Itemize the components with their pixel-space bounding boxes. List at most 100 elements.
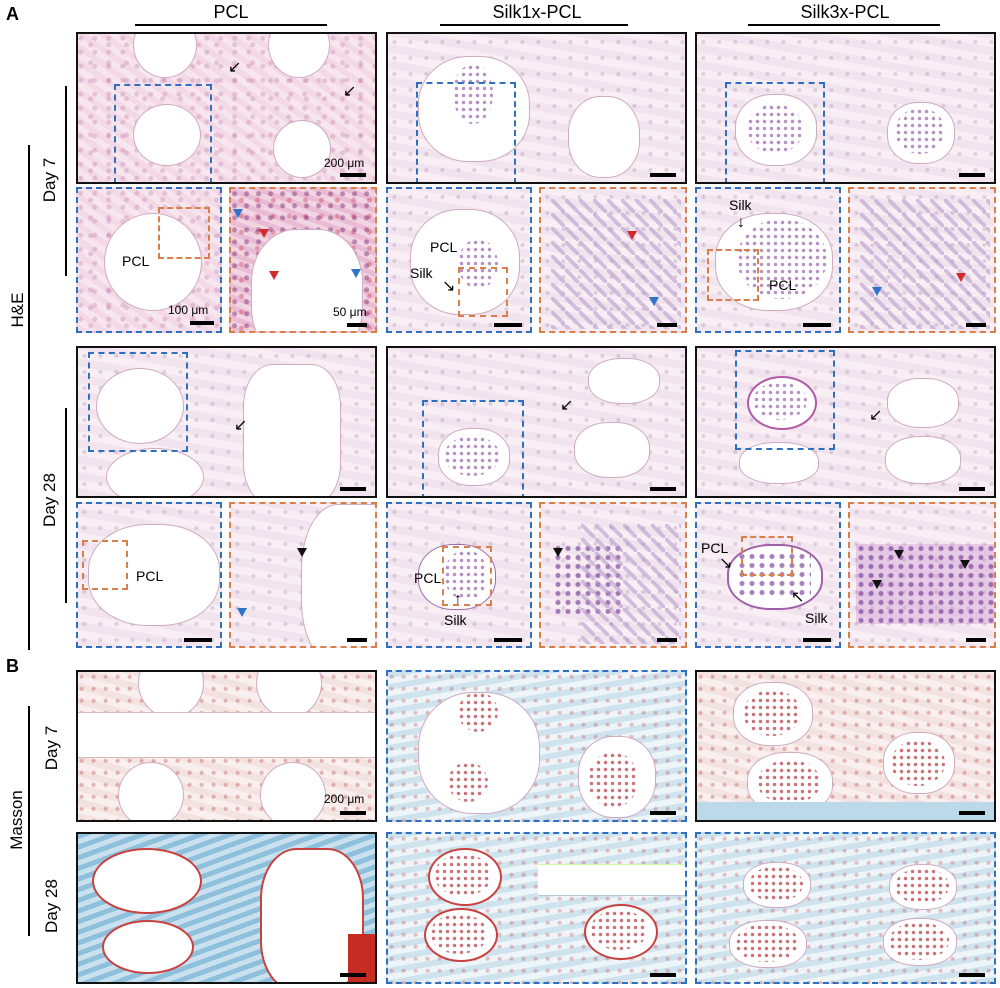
scale-bar [959, 487, 985, 491]
scale-bar [494, 323, 522, 327]
he-row-label: H&E [8, 292, 27, 328]
column-title-pcl: PCL [213, 2, 249, 22]
he-day28-pcl-highmag [229, 502, 377, 648]
he-day7-silk3x-highmag [848, 187, 996, 333]
blue-arrowhead-icon [237, 608, 247, 617]
scale-bar [966, 638, 986, 642]
blue-arrowhead-icon [351, 269, 361, 278]
panel-a-letter: A [6, 4, 19, 24]
he-day28-silk3x-zoom: PCL ↘ Silk ↖ [695, 502, 841, 648]
scale-bar [650, 973, 676, 977]
scale-bar [190, 321, 214, 325]
black-arrowhead-icon [960, 560, 970, 569]
blue-arrowhead-icon [233, 209, 243, 218]
blue-arrowhead-icon [872, 287, 882, 296]
black-arrowhead-icon [553, 548, 563, 557]
silk-label: Silk [805, 610, 828, 626]
masson-day7-silk3x [695, 670, 996, 822]
he-bracket [28, 145, 30, 650]
day28-bracket [65, 408, 67, 603]
he-day7-silk3x-zoom: Silk ↓ PCL [695, 187, 841, 333]
pcl-label: PCL [701, 540, 729, 556]
he-day28-silk1x-zoom: PCL Silk ↑ [386, 502, 532, 648]
arrow-icon: ↑ [454, 591, 462, 608]
blue-arrowhead-icon [649, 297, 659, 306]
he-day7-silk1x-highmag [539, 187, 687, 333]
he-day7-pcl-zoom: PCL 100 μm [76, 187, 222, 333]
he-day7-pcl-overview: ↙ ↙ 200 μm [76, 32, 377, 184]
day28-row-label: Day 28 [40, 473, 59, 527]
scale-label: 200 μm [324, 156, 365, 170]
masson-day28-pcl [76, 832, 377, 984]
arrow-icon: ↙ [234, 417, 248, 434]
arrow-icon: ↙ [560, 397, 574, 414]
scale-bar [959, 173, 985, 177]
column-title-silk3x: Silk3x-PCL [800, 2, 890, 22]
masson-day28-label: Day 28 [42, 879, 61, 933]
silk-label: Silk [410, 265, 433, 281]
he-day28-silk1x-overview: ↙ [386, 346, 687, 498]
red-arrowhead-icon [269, 271, 279, 280]
scale-bar [959, 973, 985, 977]
scale-label: 50 μm [333, 305, 367, 319]
silk-label: Silk [729, 197, 752, 213]
scale-bar [340, 487, 366, 491]
scale-bar [657, 323, 677, 327]
pcl-label: PCL [136, 568, 164, 584]
arrow-icon: ↘ [442, 278, 456, 295]
panel-b-letter: B [6, 656, 19, 676]
scale-bar [340, 173, 366, 177]
scale-bar [650, 487, 676, 491]
he-day28-silk1x-highmag [539, 502, 687, 648]
scale-bar [657, 638, 677, 642]
masson-day7-pcl: 200 μm [76, 670, 377, 822]
scale-bar [494, 638, 522, 642]
column-bar-silk1x [440, 24, 628, 26]
red-arrowhead-icon [627, 231, 637, 240]
arrow-icon: ↘ [719, 555, 733, 572]
scale-bar [184, 638, 212, 642]
scale-bar [340, 811, 366, 815]
arrow-icon: ↙ [228, 59, 242, 76]
scale-bar [959, 811, 985, 815]
arrow-icon: ↙ [343, 83, 357, 100]
pcl-label: PCL [430, 239, 458, 255]
black-arrowhead-icon [872, 580, 882, 589]
masson-day7-silk1x [386, 670, 687, 822]
he-day7-pcl-highmag: 50 μm [229, 187, 377, 333]
column-title-silk1x: Silk1x-PCL [492, 2, 582, 22]
pcl-label: PCL [769, 277, 797, 293]
masson-day28-silk1x [386, 832, 687, 984]
masson-day7-label: Day 7 [42, 725, 61, 771]
scale-bar [650, 811, 676, 815]
column-bar-pcl [135, 24, 327, 26]
masson-day28-silk3x [695, 832, 996, 984]
scale-bar [803, 638, 831, 642]
pcl-label: PCL [122, 253, 150, 269]
masson-row-label: Masson [7, 790, 26, 850]
arrow-icon: ↖ [791, 589, 805, 606]
masson-bracket [28, 706, 30, 936]
silk-label: Silk [444, 612, 467, 628]
day7-row-label: Day 7 [40, 157, 59, 203]
scale-bar [340, 973, 366, 977]
he-day28-silk3x-overview: ↙ [695, 346, 996, 498]
arrow-icon: ↙ [869, 407, 883, 424]
scale-bar [650, 173, 676, 177]
scale-label: 200 μm [324, 792, 365, 806]
scale-bar [347, 323, 367, 327]
he-day28-pcl-zoom: PCL [76, 502, 222, 648]
column-bar-silk3x [748, 24, 940, 26]
scale-bar [966, 323, 986, 327]
he-day7-silk1x-zoom: PCL Silk ↘ [386, 187, 532, 333]
he-day28-silk3x-highmag [848, 502, 996, 648]
he-day28-pcl-overview: ↙ [76, 346, 377, 498]
scale-bar [347, 638, 367, 642]
he-day7-silk1x-overview [386, 32, 687, 184]
scale-bar [803, 323, 831, 327]
red-arrowhead-icon [956, 273, 966, 282]
black-arrowhead-icon [894, 550, 904, 559]
red-arrowhead-icon [259, 229, 269, 238]
scale-label: 100 μm [168, 303, 209, 317]
day7-bracket [65, 86, 67, 276]
